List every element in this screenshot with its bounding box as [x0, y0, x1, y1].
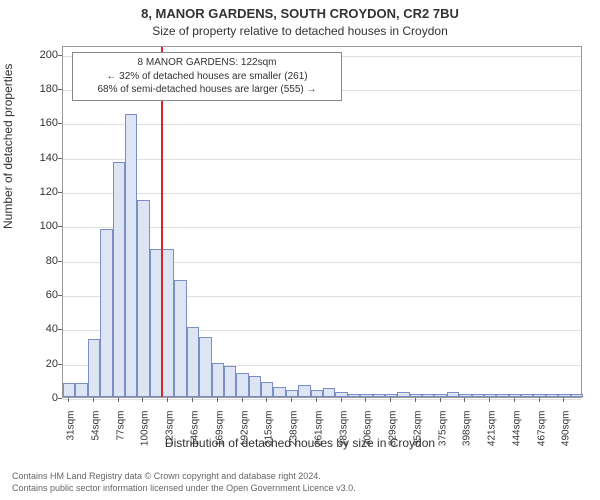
histogram-bar: [323, 388, 335, 397]
x-tick-mark: [489, 398, 490, 402]
x-tick-mark: [266, 398, 267, 402]
y-tick-label: 180: [18, 83, 58, 95]
annotation-box: 8 MANOR GARDENS: 122sqm ← 32% of detache…: [72, 52, 342, 101]
histogram-bar: [373, 394, 385, 397]
x-tick-mark: [291, 398, 292, 402]
histogram-bar: [125, 114, 137, 397]
histogram-bar: [298, 385, 310, 397]
x-tick-mark: [93, 398, 94, 402]
histogram-bar: [187, 327, 199, 397]
histogram-bar: [422, 394, 434, 397]
histogram-bar: [236, 373, 248, 397]
grid-line: [63, 124, 581, 125]
chart-subtitle: Size of property relative to detached ho…: [0, 24, 600, 38]
histogram-bar: [546, 394, 558, 397]
x-tick-mark: [167, 398, 168, 402]
histogram-bar: [174, 280, 186, 397]
x-tick-mark: [514, 398, 515, 402]
histogram-bar: [335, 392, 347, 397]
histogram-bar: [286, 390, 298, 397]
histogram-bar: [261, 382, 273, 397]
histogram-bar: [273, 387, 285, 397]
histogram-bar: [447, 392, 459, 397]
histogram-bar: [533, 394, 545, 397]
x-axis-label: Distribution of detached houses by size …: [0, 436, 600, 450]
footer-line-2: Contains public sector information licen…: [12, 482, 588, 494]
histogram-bar: [496, 394, 508, 397]
histogram-bar: [63, 383, 75, 397]
histogram-bar: [397, 392, 409, 397]
annotation-line-3: 68% of semi-detached houses are larger (…: [79, 83, 335, 97]
y-tick-label: 20: [18, 358, 58, 370]
y-tick-label: 60: [18, 289, 58, 301]
grid-line: [63, 399, 581, 400]
x-tick-mark: [415, 398, 416, 402]
y-tick-label: 0: [18, 392, 58, 404]
x-tick-mark: [365, 398, 366, 402]
histogram-bar: [385, 394, 397, 397]
histogram-bar: [472, 394, 484, 397]
histogram-bar: [360, 394, 372, 397]
histogram-bar: [249, 376, 261, 397]
histogram-bar: [113, 162, 125, 397]
x-tick-mark: [192, 398, 193, 402]
histogram-bar: [348, 394, 360, 397]
x-tick-mark: [464, 398, 465, 402]
histogram-bar: [137, 200, 149, 397]
histogram-bar: [521, 394, 533, 397]
histogram-bar: [88, 339, 100, 397]
x-tick-mark: [341, 398, 342, 402]
histogram-bar: [434, 394, 446, 397]
histogram-bar: [75, 383, 87, 397]
grid-line: [63, 159, 581, 160]
histogram-bar: [558, 394, 570, 397]
histogram-bar: [571, 394, 583, 397]
y-tick-label: 100: [18, 220, 58, 232]
y-tick-label: 40: [18, 323, 58, 335]
x-tick-mark: [563, 398, 564, 402]
footer: Contains HM Land Registry data © Crown c…: [12, 470, 588, 494]
histogram-bar: [212, 363, 224, 397]
annotation-line-1: 8 MANOR GARDENS: 122sqm: [79, 56, 335, 70]
y-tick-mark: [58, 398, 62, 399]
histogram-chart: 8, MANOR GARDENS, SOUTH CROYDON, CR2 7BU…: [0, 0, 600, 500]
y-tick-label: 120: [18, 186, 58, 198]
histogram-bar: [484, 394, 496, 397]
x-tick-mark: [440, 398, 441, 402]
histogram-bar: [509, 394, 521, 397]
y-axis-label: Number of detached properties: [1, 64, 15, 229]
annotation-line-2: ← 32% of detached houses are smaller (26…: [79, 70, 335, 84]
grid-line: [63, 193, 581, 194]
histogram-bar: [459, 394, 471, 397]
histogram-bar: [199, 337, 211, 397]
histogram-bar: [224, 366, 236, 397]
histogram-bar: [100, 229, 112, 397]
x-tick-mark: [217, 398, 218, 402]
x-tick-mark: [242, 398, 243, 402]
x-tick-mark: [390, 398, 391, 402]
x-tick-mark: [539, 398, 540, 402]
chart-title: 8, MANOR GARDENS, SOUTH CROYDON, CR2 7BU: [0, 6, 600, 21]
histogram-bar: [162, 249, 174, 397]
y-tick-label: 80: [18, 255, 58, 267]
histogram-bar: [311, 390, 323, 397]
histogram-bar: [410, 394, 422, 397]
x-tick-mark: [316, 398, 317, 402]
x-tick-mark: [68, 398, 69, 402]
x-tick-mark: [118, 398, 119, 402]
y-tick-label: 160: [18, 117, 58, 129]
y-tick-label: 200: [18, 49, 58, 61]
x-tick-mark: [142, 398, 143, 402]
footer-line-1: Contains HM Land Registry data © Crown c…: [12, 470, 588, 482]
y-tick-label: 140: [18, 152, 58, 164]
